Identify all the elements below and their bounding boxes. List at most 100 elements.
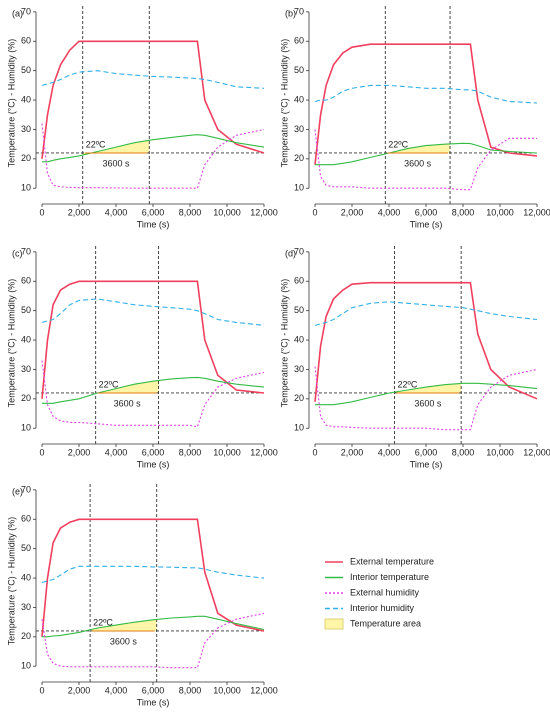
y-tick-label: 70 (21, 484, 31, 494)
y-tick-label: 60 (294, 36, 304, 46)
x-axis-label: Time (s) (137, 697, 170, 707)
y-tick-label: 50 (21, 543, 31, 553)
y-tick-label: 10 (294, 423, 304, 433)
temperature-area (95, 380, 159, 394)
area-label: 22ºC (388, 139, 408, 149)
y-tick-label: 10 (294, 183, 304, 193)
area-label: 22ºC (398, 379, 418, 389)
x-tick-label: 10,000 (213, 447, 241, 457)
x-tick-label: 4,000 (105, 207, 128, 217)
y-tick-label: 50 (294, 65, 304, 75)
temperature-area (394, 383, 462, 393)
x-tick-label: 0 (39, 685, 44, 695)
y-tick-label: 50 (21, 65, 31, 75)
area-label: 22ºC (93, 617, 113, 627)
y-tick-label: 20 (21, 631, 31, 641)
y-tick-label: 20 (294, 153, 304, 163)
y-tick-label: 60 (21, 36, 31, 46)
x-tick-label: 6,000 (415, 447, 438, 457)
series-line (41, 565, 265, 584)
y-axis-label: Temperature (°C) - Humidity (%) (279, 279, 289, 408)
x-tick-label: 6,000 (142, 207, 165, 217)
x-tick-label: 0 (312, 447, 317, 457)
series-line (41, 298, 265, 326)
y-tick-label: 40 (21, 94, 31, 104)
legend-label: Temperature area (350, 618, 421, 628)
series-line (314, 301, 538, 326)
y-tick-label: 30 (294, 124, 304, 134)
y-tick-label: 70 (21, 246, 31, 256)
x-axis-label: Time (s) (137, 219, 170, 229)
x-tick-label: 4,000 (378, 447, 401, 457)
x-tick-label: 6,000 (142, 447, 165, 457)
legend-swatch (324, 618, 344, 630)
area-label: 22ºC (99, 379, 119, 389)
x-axis-label: Time (s) (410, 219, 443, 229)
y-axis-label: Temperature (°C) - Humidity (%) (6, 279, 16, 408)
x-tick-label: 12,000 (523, 207, 550, 217)
series-line (42, 615, 265, 638)
series-line (41, 360, 265, 428)
x-tick-label: 10,000 (213, 207, 241, 217)
y-tick-label: 60 (21, 276, 31, 286)
y-tick-label: 30 (21, 124, 31, 134)
series-line (41, 612, 265, 669)
panel-label: (b) (285, 8, 296, 18)
y-tick-label: 40 (294, 94, 304, 104)
series-line (315, 142, 538, 166)
series-line (41, 70, 265, 89)
panel-label: (a) (12, 8, 23, 18)
y-tick-label: 30 (21, 602, 31, 612)
y-axis-label: Temperature (°C) - Humidity (%) (279, 39, 289, 168)
series-line (314, 84, 538, 104)
series-line (314, 366, 538, 431)
duration-label: 3600 s (404, 158, 432, 168)
x-tick-label: 2,000 (341, 207, 364, 217)
y-tick-label: 10 (21, 661, 31, 671)
duration-label: 3600 s (102, 158, 130, 168)
legend-label: Interior humidity (350, 603, 415, 613)
area-label: 22ºC (86, 139, 106, 149)
x-tick-label: 10,000 (486, 447, 514, 457)
x-tick-label: 8,000 (179, 447, 202, 457)
x-tick-label: 8,000 (452, 447, 475, 457)
series-line (42, 134, 265, 163)
panel-label: (c) (12, 248, 23, 258)
y-tick-label: 50 (294, 305, 304, 315)
y-tick-label: 20 (21, 393, 31, 403)
x-tick-label: 4,000 (105, 447, 128, 457)
y-tick-label: 40 (294, 334, 304, 344)
x-tick-label: 8,000 (179, 207, 202, 217)
x-tick-label: 4,000 (105, 685, 128, 695)
temperature-area (385, 143, 451, 154)
temperature-area (90, 619, 157, 631)
y-tick-label: 30 (294, 364, 304, 374)
y-tick-label: 20 (294, 393, 304, 403)
x-tick-label: 10,000 (486, 207, 514, 217)
x-tick-label: 0 (39, 447, 44, 457)
x-tick-label: 10,000 (213, 685, 241, 695)
legend-label: External temperature (350, 556, 434, 566)
duration-label: 3600 s (114, 398, 142, 408)
x-tick-label: 8,000 (452, 207, 475, 217)
y-tick-label: 70 (294, 6, 304, 16)
panel-label: (e) (12, 486, 23, 496)
legend-label: Interior temperature (350, 572, 429, 582)
x-tick-label: 12,000 (250, 207, 278, 217)
series-line (41, 123, 265, 189)
x-axis-label: Time (s) (410, 459, 443, 469)
x-tick-label: 6,000 (142, 685, 165, 695)
x-tick-label: 8,000 (179, 685, 202, 695)
y-tick-label: 30 (21, 364, 31, 374)
series-line (41, 518, 265, 637)
y-tick-label: 10 (21, 183, 31, 193)
x-axis-label: Time (s) (137, 459, 170, 469)
x-tick-label: 0 (312, 207, 317, 217)
x-tick-label: 2,000 (68, 685, 91, 695)
series-line (314, 43, 538, 165)
y-tick-label: 60 (294, 276, 304, 286)
y-tick-label: 70 (294, 246, 304, 256)
y-tick-label: 40 (21, 334, 31, 344)
x-tick-label: 4,000 (378, 207, 401, 217)
y-tick-label: 60 (21, 514, 31, 524)
